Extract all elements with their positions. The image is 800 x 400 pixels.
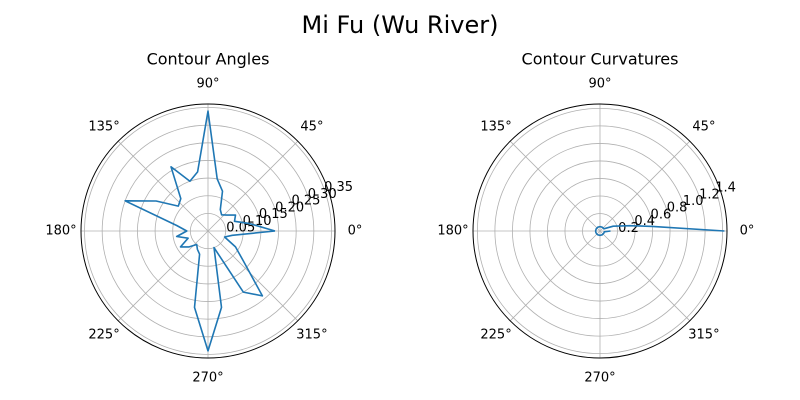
radial-tick-label: 0.35 bbox=[324, 180, 353, 195]
radial-tick-label: 0.05 bbox=[226, 221, 255, 236]
angular-tick-label: 270° bbox=[584, 371, 615, 386]
angular-tick-label: 315° bbox=[688, 327, 719, 342]
radial-tick-label: 0.2 bbox=[618, 221, 639, 236]
angular-tick-label: 180° bbox=[45, 224, 76, 239]
panel-title-contour-curvatures: Contour Curvatures bbox=[522, 50, 679, 69]
series-layer bbox=[594, 224, 725, 237]
radial-tick-labels: 0.050.100.150.200.250.300.35 bbox=[226, 180, 353, 236]
radial-tick-label: 1.4 bbox=[715, 181, 736, 196]
angular-gridline bbox=[117, 140, 209, 232]
series-layer bbox=[124, 110, 276, 352]
radial-grid bbox=[81, 104, 335, 358]
angular-gridline bbox=[509, 230, 601, 322]
angular-tick-label: 135° bbox=[88, 120, 119, 135]
angular-tick-label: 45° bbox=[692, 120, 715, 135]
angular-gridline bbox=[207, 230, 299, 322]
polar-frame bbox=[472, 103, 728, 359]
figure-title: Mi Fu (Wu River) bbox=[302, 11, 499, 39]
radial-tick-label: 1.0 bbox=[683, 194, 704, 209]
angular-tick-labels: 0° 45° 90° 135° 180° 225° 270° 315° bbox=[437, 77, 754, 386]
angular-tick-label: 90° bbox=[588, 77, 611, 92]
angular-tick-label: 180° bbox=[437, 224, 468, 239]
radial-tick-label: 1.2 bbox=[699, 187, 720, 202]
series-line bbox=[594, 224, 725, 237]
polar-panel-contour-angles: Contour Angles 0.050.100.150.200.250.300… bbox=[45, 50, 362, 386]
radial-tick-label: 0.6 bbox=[651, 207, 672, 222]
angular-tick-label: 0° bbox=[348, 224, 363, 239]
angular-tick-label: 135° bbox=[480, 120, 511, 135]
radial-tick-label: 0.25 bbox=[291, 194, 320, 209]
angular-gridline bbox=[207, 140, 299, 232]
radial-tick-label: 0.8 bbox=[667, 201, 688, 216]
series-line bbox=[124, 110, 276, 352]
angular-gridline bbox=[599, 140, 691, 232]
radial-tick-label: 0.20 bbox=[275, 200, 304, 215]
radial-tick-label: 0.15 bbox=[259, 207, 288, 222]
angular-gridline bbox=[509, 140, 601, 232]
radial-grid bbox=[473, 104, 727, 358]
angular-tick-labels: 0° 45° 90° 135° 180° 225° 270° 315° bbox=[45, 77, 362, 386]
panel-title-contour-angles: Contour Angles bbox=[147, 50, 270, 69]
radial-tick-label: 0.30 bbox=[308, 187, 337, 202]
angular-tick-label: 225° bbox=[88, 327, 119, 342]
angular-tick-label: 225° bbox=[480, 327, 511, 342]
angular-tick-label: 270° bbox=[192, 371, 223, 386]
radial-tick-label: 0.10 bbox=[243, 214, 272, 229]
angular-tick-label: 45° bbox=[300, 120, 323, 135]
polar-frame bbox=[80, 103, 336, 359]
angular-tick-label: 0° bbox=[740, 224, 755, 239]
angular-tick-label: 90° bbox=[196, 77, 219, 92]
polar-panel-contour-curvatures: Contour Curvatures 0.20.40.60.81.01.21.4… bbox=[437, 50, 754, 386]
angular-gridline bbox=[599, 230, 691, 322]
angular-tick-label: 315° bbox=[296, 327, 327, 342]
